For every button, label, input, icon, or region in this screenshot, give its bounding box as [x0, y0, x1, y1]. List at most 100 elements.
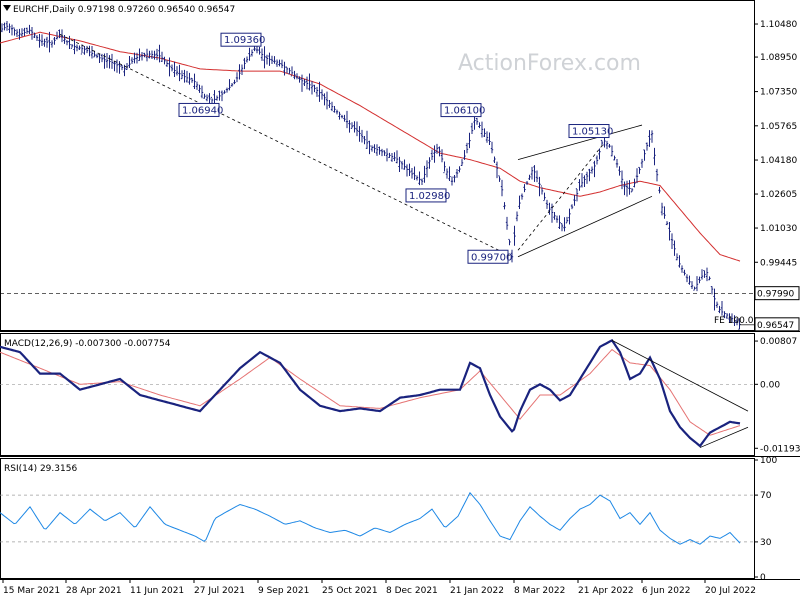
- ohlc-bar: [420, 178, 424, 186]
- ohlc-bar: [618, 166, 621, 176]
- ohlc-bar: [650, 130, 654, 143]
- ohlc-bar: [395, 150, 399, 164]
- ohlc-bar: [410, 168, 414, 179]
- ohlc-bar: [38, 33, 41, 48]
- ohlc-bar: [705, 267, 709, 282]
- ohlc-bar: [273, 56, 276, 64]
- ohlc-bar: [335, 109, 339, 115]
- ohlc-bar: [635, 168, 639, 184]
- ohlc-bar: [30, 26, 34, 40]
- symbol-menu-button[interactable]: [3, 5, 11, 11]
- ohlc-bar: [568, 208, 571, 225]
- ohlc-bar: [398, 156, 401, 173]
- date-tick-label: 25 Oct 2021: [322, 586, 378, 596]
- ohlc-bar: [433, 145, 436, 163]
- ohlc-bar: [728, 313, 731, 323]
- macd-main-line: [0, 338, 741, 448]
- ohlc-bar: [413, 166, 416, 180]
- price-tick-label: 1.02605: [760, 190, 797, 200]
- ohlc-bar: [470, 122, 474, 135]
- ohlc-bar: [535, 170, 539, 183]
- ohlc-bar: [108, 55, 111, 69]
- ohlc-bar: [518, 195, 521, 210]
- ohlc-bar: [560, 223, 564, 232]
- ohlc-bar: [343, 114, 346, 122]
- rsi-line: [0, 491, 741, 545]
- ohlc-bar: [698, 276, 701, 284]
- ohlc-bar: [485, 131, 489, 143]
- ohlc-bar: [528, 174, 531, 181]
- date-tick-label: 27 Jul 2021: [194, 586, 245, 596]
- ohlc-bar: [40, 34, 44, 46]
- ohlc-bar: [463, 150, 466, 160]
- ohlc-bar: [405, 164, 409, 177]
- ohlc-bar: [460, 159, 464, 166]
- ohlc-bar: [623, 181, 626, 196]
- ohlc-bar: [238, 64, 241, 80]
- ohlc-bar: [450, 176, 454, 186]
- ohlc-bar: [73, 38, 76, 55]
- ohlc-bar: [85, 45, 89, 54]
- current-tag-label: 0.96547: [757, 321, 794, 331]
- ohlc-bar: [310, 81, 314, 95]
- ohlc-bar: [308, 73, 311, 91]
- ohlc-bar: [18, 28, 21, 40]
- ohlc-bar: [118, 61, 121, 74]
- annotation-label: 1.06940: [182, 105, 223, 116]
- ohlc-bar: [45, 36, 49, 48]
- ohlc-bar: [708, 276, 711, 281]
- ohlc-bar: [448, 166, 451, 182]
- ohlc-bar: [190, 77, 194, 83]
- ohlc-bar: [688, 275, 691, 285]
- ohlc-bar: [403, 159, 406, 170]
- ohlc-bar: [275, 59, 279, 67]
- ohlc-bar: [428, 157, 431, 169]
- ohlc-bar: [605, 140, 609, 150]
- ohlc-bar: [188, 72, 191, 85]
- ohlc-bar: [50, 40, 54, 48]
- ohlc-bar: [165, 60, 169, 67]
- ohlc-bar: [88, 45, 91, 57]
- ohlc-bar: [583, 175, 586, 188]
- ohlc-bar: [733, 315, 736, 327]
- ohlc-bar: [435, 143, 439, 154]
- ohlc-bar: [595, 155, 599, 165]
- ohlc-bar: [160, 51, 164, 63]
- ohlc-bar: [590, 166, 594, 174]
- ohlc-bar: [363, 135, 366, 145]
- macd-tick-label: -0.011933: [760, 444, 800, 454]
- date-tick-label: 8 Dec 2021: [386, 586, 438, 596]
- ohlc-bar: [500, 179, 504, 197]
- price-tick-label: 1.01030: [760, 224, 797, 234]
- ohlc-bar: [658, 186, 661, 194]
- ohlc-bar: [730, 313, 734, 324]
- ohlc-bar: [660, 202, 664, 216]
- ohlc-bar: [313, 84, 316, 93]
- annotation-box: [467, 249, 509, 264]
- trendline: [517, 124, 643, 160]
- ohlc-bar: [78, 45, 81, 50]
- ohlc-bar: [248, 47, 251, 61]
- ohlc-bar: [295, 73, 299, 80]
- ohlc-bar: [53, 37, 56, 45]
- ohlc-bar: [330, 101, 334, 112]
- ohlc-bar: [98, 53, 101, 64]
- ohlc-bar: [100, 53, 104, 63]
- ohlc-bar: [388, 152, 391, 158]
- ohlc-bar: [375, 144, 379, 156]
- ohlc-bar: [693, 286, 696, 291]
- ohlc-bar: [80, 44, 84, 55]
- rsi-tick-label: 100: [760, 456, 777, 466]
- ohlc-bar: [438, 146, 441, 157]
- ohlc-bar: [265, 54, 269, 65]
- price-tick-label: 1.05765: [760, 122, 797, 132]
- ohlc-bar: [320, 89, 324, 100]
- ohlc-bar: [663, 206, 666, 219]
- ohlc-bar: [5, 21, 9, 31]
- triangle-down-icon[interactable]: [3, 5, 11, 11]
- ohlc-bar: [220, 90, 224, 102]
- ohlc-bar: [608, 143, 611, 148]
- trendline: [59, 34, 513, 258]
